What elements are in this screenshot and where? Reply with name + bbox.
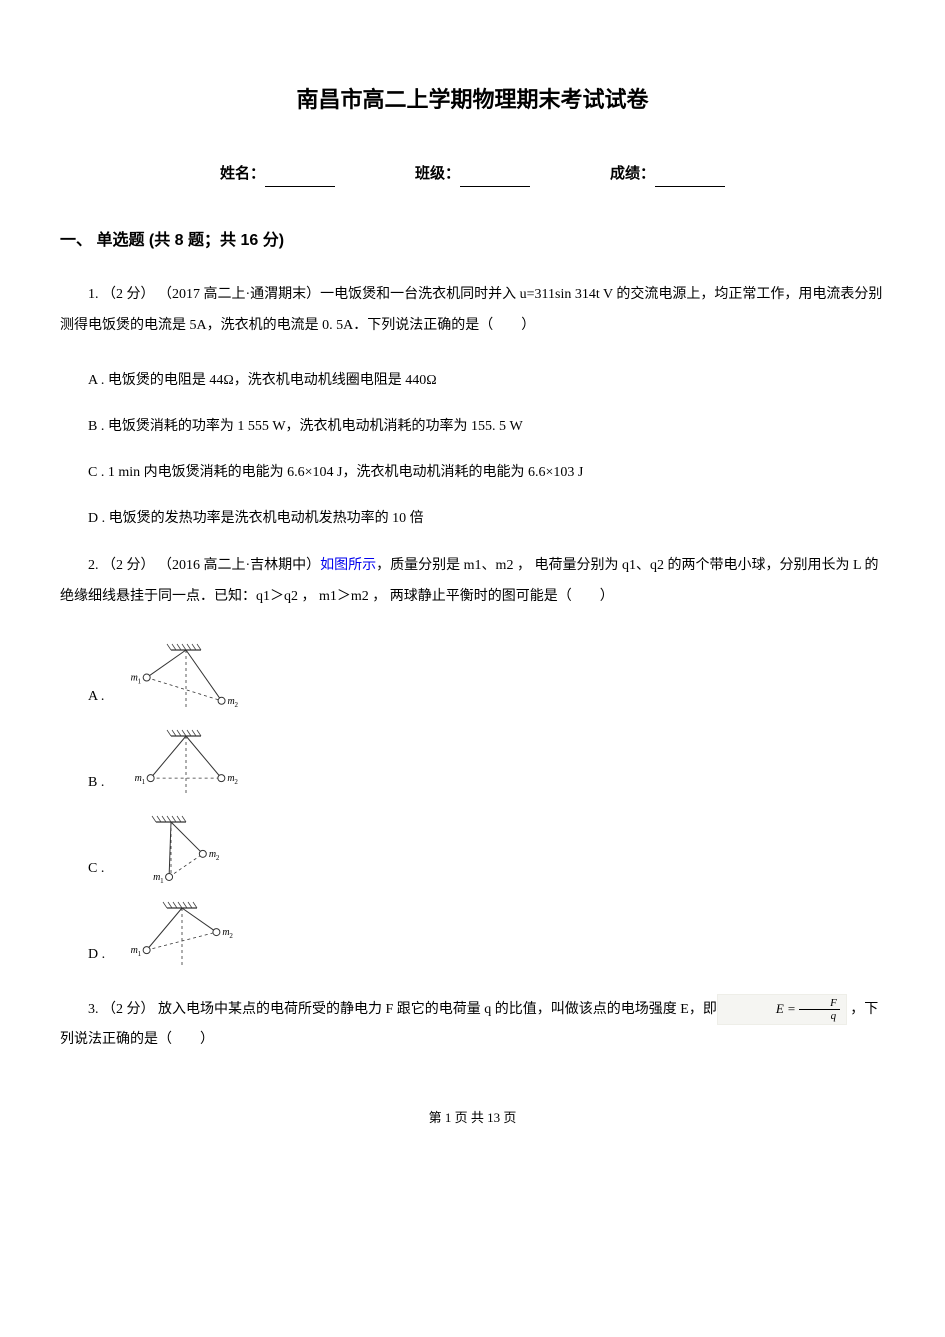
q1-option-a: A . 电饭煲的电阻是 44Ω，洗衣机电动机线圈电阻是 440Ω <box>60 367 885 395</box>
page-title: 南昌市高二上学期物理期末考试试卷 <box>60 80 885 120</box>
q2-stem: 2. （2 分） （2016 高二上·吉林期中）如图所示，质量分别是 m1、m2… <box>60 551 885 613</box>
score-label: 成绩： <box>610 165 655 182</box>
q1-option-b: B . 电饭煲消耗的功率为 1 555 W，洗衣机电动机消耗的功率为 155. … <box>60 413 885 441</box>
footer-mid: 页 共 <box>451 1110 487 1125</box>
q2-diagram-c: m1m2 <box>116 810 251 888</box>
score-field: 成绩： <box>610 160 725 187</box>
class-blank <box>460 169 530 187</box>
svg-text:1: 1 <box>138 950 142 958</box>
q2-option-c: C . m1m2 <box>60 810 885 888</box>
q2-diagram-a: m1m2 <box>116 638 251 716</box>
q2-option-c-label: C . <box>88 856 104 887</box>
q2-stem-link: 如图所示 <box>320 558 376 573</box>
footer-suffix: 页 <box>500 1110 516 1125</box>
page-footer: 第 1 页 共 13 页 <box>60 1106 885 1129</box>
q3-formula-num: F <box>799 997 840 1010</box>
q3-formula-den: q <box>800 1010 840 1022</box>
q2-option-d: D . m1m2 <box>60 896 885 974</box>
q2-option-d-label: D . <box>88 942 105 973</box>
q1-option-c: C . 1 min 内电饭煲消耗的电能为 6.6×104 J，洗衣机电动机消耗的… <box>60 459 885 487</box>
svg-text:1: 1 <box>142 778 146 786</box>
q3-stem-prefix: 3. （2 分） 放入电场中某点的电荷所受的静电力 F 跟它的电荷量 q 的比值… <box>88 1001 717 1016</box>
q2-stem-prefix: 2. （2 分） （2016 高二上·吉林期中） <box>88 558 320 573</box>
svg-text:1: 1 <box>138 677 142 685</box>
q1-stem: 1. （2 分） （2017 高二上·通渭期末）一电饭煲和一台洗衣机同时并入 u… <box>60 280 885 342</box>
class-label: 班级： <box>415 165 460 182</box>
q2-option-b-label: B . <box>88 770 104 801</box>
header-fields: 姓名： 班级： 成绩： <box>60 160 885 187</box>
footer-prefix: 第 <box>429 1110 445 1125</box>
q3-formula-lhs: E = <box>748 1002 796 1016</box>
q2-diagram-b: m1m2 <box>116 724 251 802</box>
svg-text:2: 2 <box>216 853 220 861</box>
svg-text:2: 2 <box>235 778 239 786</box>
q3-stem: 3. （2 分） 放入电场中某点的电荷所受的静电力 F 跟它的电荷量 q 的比值… <box>60 994 885 1056</box>
footer-total: 13 <box>487 1110 500 1125</box>
q2-option-a-label: A . <box>88 684 104 715</box>
svg-text:1: 1 <box>160 877 164 885</box>
class-field: 班级： <box>415 160 530 187</box>
q2-option-a: A . m1m2 <box>60 638 885 716</box>
q3-formula: E = Fq <box>717 994 847 1025</box>
q2-option-b: B . m1m2 <box>60 724 885 802</box>
name-blank <box>265 169 335 187</box>
q2-diagram-d: m1m2 <box>117 896 252 974</box>
q1-option-d: D . 电饭煲的发热功率是洗衣机电动机发热功率的 10 倍 <box>60 505 885 533</box>
svg-text:2: 2 <box>235 700 239 708</box>
name-label: 姓名： <box>220 165 265 182</box>
svg-text:2: 2 <box>230 932 234 940</box>
name-field: 姓名： <box>220 160 335 187</box>
section-heading: 一、 单选题 (共 8 题；共 16 分) <box>60 227 885 256</box>
score-blank <box>655 169 725 187</box>
